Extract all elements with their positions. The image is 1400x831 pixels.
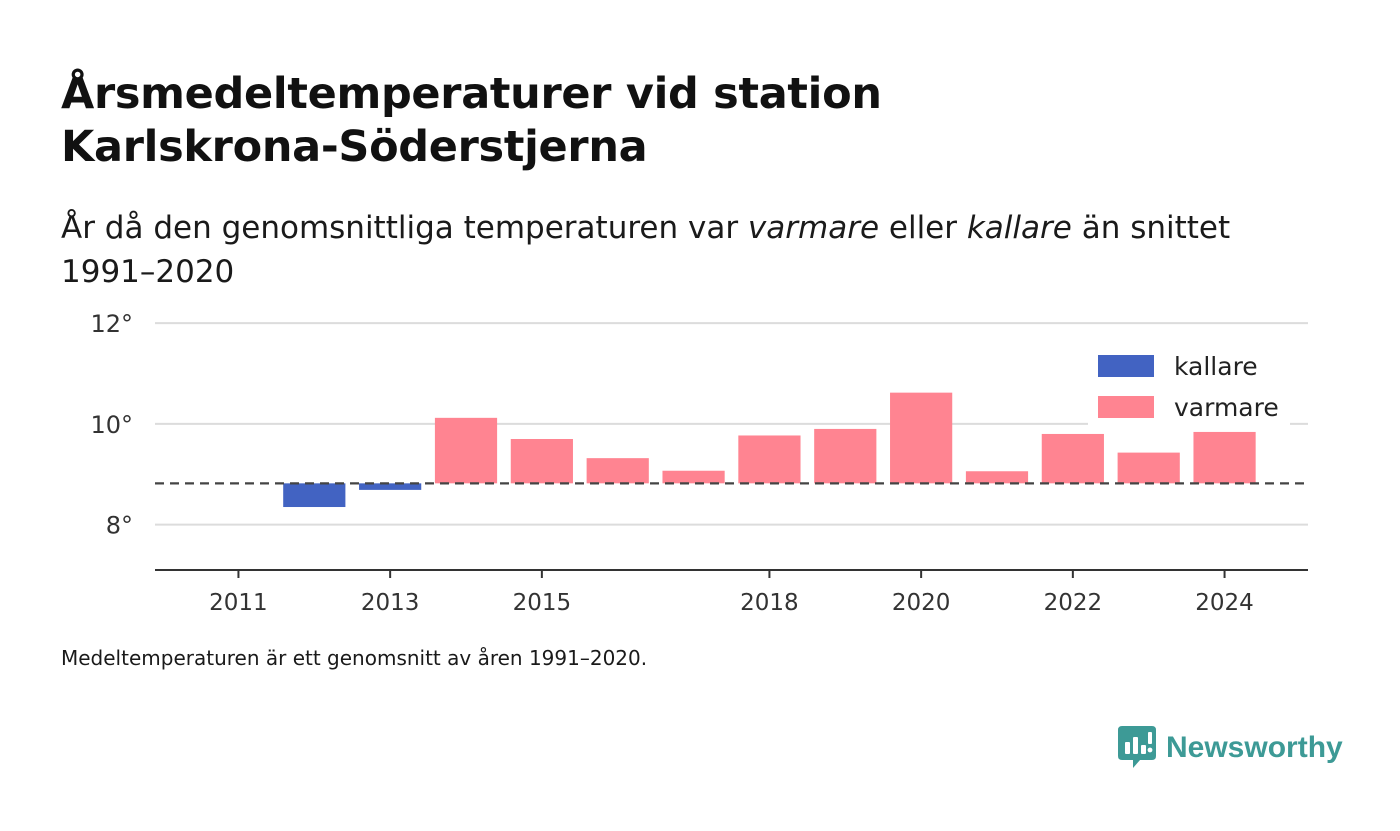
subtitle-part2: eller — [879, 210, 967, 246]
chart-title: Årsmedeltemperaturer vid station Karlskr… — [61, 69, 882, 172]
bar-2014 — [434, 417, 498, 484]
legend-swatch-kallare — [1098, 355, 1154, 377]
y-axis-ticks: 8° 10° 12° — [90, 310, 133, 540]
legend-swatch-varmare — [1098, 396, 1154, 418]
y-tick-label: 8° — [106, 512, 133, 540]
x-tick-label: 2024 — [1195, 590, 1254, 616]
bar-2016 — [586, 458, 649, 484]
bars — [283, 392, 1256, 508]
footnote: Medeltemperaturen är ett genomsnitt av å… — [61, 646, 648, 670]
brand-logo: Newsworthy — [1118, 726, 1343, 770]
subtitle-part3: än snittet 1991–2020 — [61, 210, 1231, 290]
chart-subtitle: År då den genomsnittliga temperaturen va… — [61, 206, 1321, 294]
bar-2013 — [359, 483, 422, 490]
bar-2020 — [890, 392, 953, 484]
bar-2018 — [738, 435, 801, 484]
x-tick-label: 2011 — [209, 590, 268, 616]
newsworthy-logo-icon — [1118, 726, 1156, 768]
bar-2022 — [1041, 433, 1104, 484]
bar-2019 — [814, 428, 877, 484]
legend-label-varmare: varmare — [1174, 393, 1279, 422]
bar-2024 — [1193, 431, 1256, 484]
bar-2023 — [1117, 452, 1180, 484]
bar-2015 — [510, 439, 573, 484]
x-tick-label: 2015 — [513, 590, 572, 616]
legend: kallare varmare — [1088, 345, 1290, 430]
x-axis-ticks: 2011 2013 2015 2018 2020 2022 2024 — [209, 570, 1254, 616]
bar-2021 — [965, 471, 1029, 484]
x-tick-label: 2018 — [740, 590, 799, 616]
x-tick-label: 2020 — [892, 590, 951, 616]
legend-label-kallare: kallare — [1174, 352, 1258, 381]
bar-2012 — [283, 483, 346, 508]
y-tick-label: 10° — [90, 411, 133, 439]
x-tick-label: 2013 — [361, 590, 420, 616]
brand-name: Newsworthy — [1166, 731, 1343, 764]
bar-chart: 8° 10° 12° kallare varmare 2011 2013 2015 2018… — [90, 310, 1308, 616]
subtitle-cold-word: kallare — [966, 210, 1072, 246]
subtitle-warm-word: varmare — [747, 210, 880, 246]
bar-2017 — [662, 470, 725, 484]
x-tick-label: 2022 — [1044, 590, 1103, 616]
y-tick-label: 12° — [90, 310, 133, 338]
subtitle-part1: År då den genomsnittliga temperaturen va… — [61, 210, 748, 246]
